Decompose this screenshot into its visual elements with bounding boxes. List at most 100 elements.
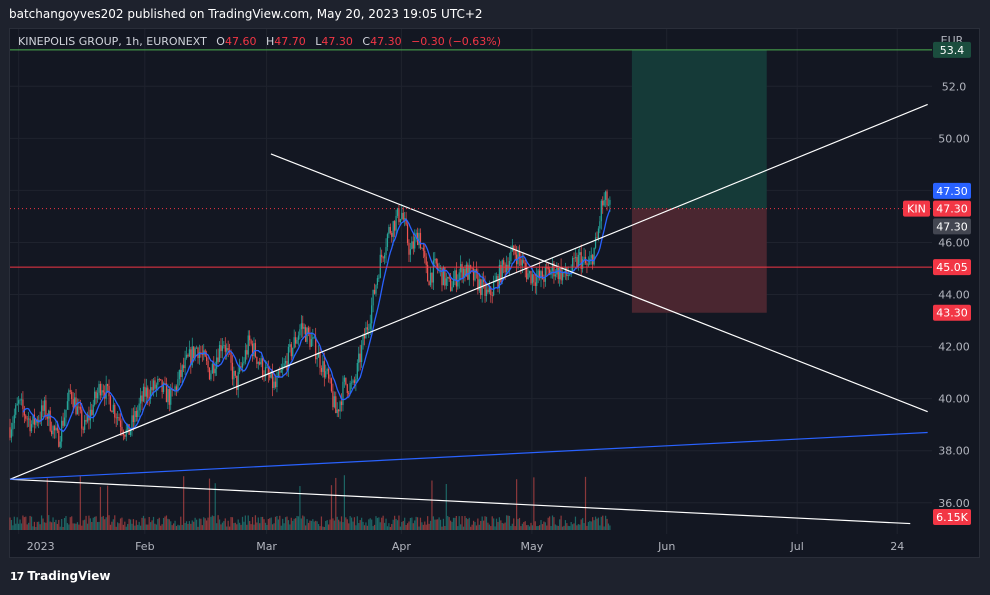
x-tick-label: Feb <box>135 540 154 553</box>
volume-bar <box>33 521 36 530</box>
candle-body <box>138 403 140 411</box>
volume-bar <box>305 525 307 530</box>
volume-bar <box>458 516 460 530</box>
candle-body <box>513 245 515 251</box>
candle-body <box>427 264 429 282</box>
volume-bar <box>524 521 526 530</box>
volume-tag-bg <box>933 509 971 525</box>
candle-body <box>223 345 225 347</box>
candle-body <box>455 270 457 287</box>
volume-bar <box>538 525 541 530</box>
target-price-tag: 53.4 <box>940 44 965 57</box>
chart-frame[interactable] <box>9 28 980 558</box>
candle-body <box>332 391 334 408</box>
volume-bar <box>243 521 245 530</box>
volume-bar <box>429 520 432 530</box>
volume-bar <box>573 523 575 530</box>
volume-bar <box>224 518 226 530</box>
candle-body <box>312 337 314 340</box>
candle-body <box>168 389 170 405</box>
volume-bar <box>111 521 113 530</box>
volume-bar <box>427 516 429 530</box>
candle-body <box>553 263 555 277</box>
candle-body <box>567 275 569 277</box>
symbol-price-tag-bg <box>933 200 971 217</box>
y-tick-label: 46.00 <box>938 236 970 249</box>
symbol-tag: KIN <box>907 203 926 216</box>
volume-bar <box>317 524 320 530</box>
last-price-tag-bg <box>933 218 971 235</box>
drawings[interactable] <box>9 49 932 525</box>
candle-body <box>147 387 149 398</box>
volume-bar <box>132 519 135 530</box>
candle-body <box>541 271 544 280</box>
candle-body <box>23 408 25 416</box>
candle-body <box>82 428 84 430</box>
volume-bar <box>348 523 350 530</box>
volume-bar <box>269 518 271 530</box>
candle-body <box>577 254 579 268</box>
candle-body <box>363 335 366 339</box>
y-tick-label: 44.00 <box>938 289 970 302</box>
candle-body <box>418 232 420 246</box>
candle-body <box>178 369 180 380</box>
candle-body <box>373 289 376 294</box>
volume-bar <box>234 522 236 530</box>
candle-body <box>445 278 447 286</box>
volume-bar <box>402 520 404 530</box>
volume-bar <box>127 524 129 530</box>
volume-bar <box>372 526 374 530</box>
volume-bar <box>444 526 446 530</box>
volume-bar <box>96 522 99 530</box>
candle-body <box>124 434 126 437</box>
volume-bar <box>582 518 584 530</box>
volume-bar <box>246 524 248 530</box>
volume-bar <box>187 523 189 530</box>
volume-bar <box>330 485 333 530</box>
candle-body <box>108 385 110 397</box>
volume-bar <box>36 521 38 530</box>
candle-body <box>293 337 295 348</box>
candle-body <box>191 346 193 366</box>
volume-bar <box>352 521 354 530</box>
volume-bar <box>203 517 205 530</box>
volume-bar <box>488 524 490 530</box>
candle-body <box>68 390 70 402</box>
candle-body <box>447 277 449 279</box>
volume-bar <box>439 519 442 530</box>
volume-bar <box>23 517 25 530</box>
price-axis[interactable]: EUR52.050.0048.0046.0044.0042.0040.0038.… <box>903 34 971 525</box>
tradingview-logo[interactable]: 17 TradingView <box>10 569 110 583</box>
volume-bar <box>174 520 176 530</box>
volume-bar <box>490 526 492 530</box>
ma-price-tag: 47.30 <box>936 185 968 198</box>
candle-body <box>89 409 91 421</box>
volume-bar <box>554 524 556 530</box>
volume-bar <box>98 521 100 530</box>
volume-bar <box>455 515 457 530</box>
candle-body <box>557 266 559 280</box>
candle-body <box>444 267 446 286</box>
candle-body <box>79 406 81 410</box>
volume-bar <box>570 522 572 530</box>
volume-bar <box>188 521 191 530</box>
volume-bar <box>326 520 328 530</box>
time-axis[interactable]: 2023 Feb Mar Apr May Jun Jul 24 <box>27 540 905 553</box>
volume-bar <box>307 522 310 530</box>
volume-bar <box>73 523 76 530</box>
volume-bar <box>395 518 397 530</box>
position-zones[interactable] <box>631 49 767 313</box>
candle-body <box>137 410 139 418</box>
volume-bar <box>549 516 551 530</box>
candle-body <box>111 410 113 413</box>
volume-bar <box>148 517 150 530</box>
volume-bar <box>592 517 594 530</box>
volume-bar <box>329 519 331 530</box>
candle-body <box>105 384 107 399</box>
candle-body <box>561 271 564 281</box>
candle-body <box>593 247 595 265</box>
volume-bar <box>117 522 119 530</box>
candle-body <box>289 344 291 347</box>
volume-bar <box>194 517 196 530</box>
